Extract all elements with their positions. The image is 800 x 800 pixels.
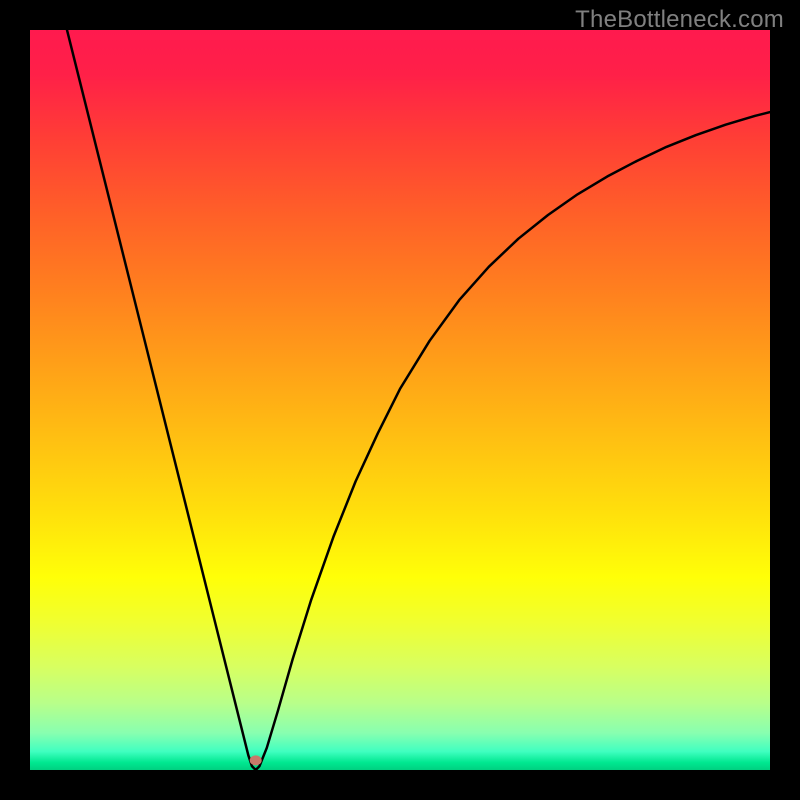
chart-frame: TheBottleneck.com (0, 0, 800, 800)
chart-svg (30, 30, 770, 770)
gradient-background (30, 30, 770, 770)
bottleneck-marker (250, 755, 262, 765)
plot-area (30, 30, 770, 770)
